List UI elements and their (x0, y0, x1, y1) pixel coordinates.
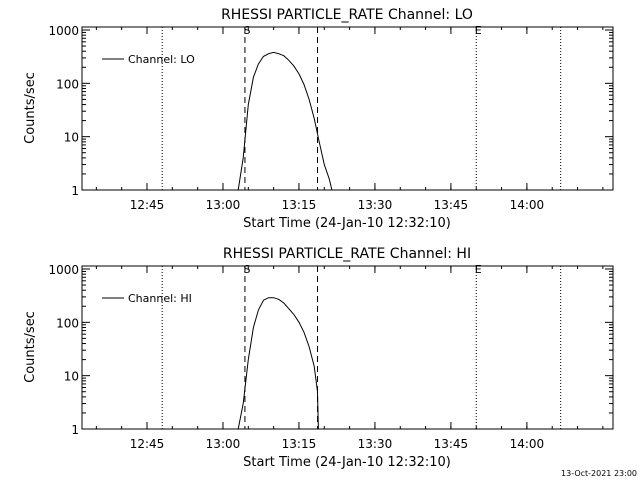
y-tick-label: 100 (56, 316, 79, 330)
marker-label: S (243, 263, 250, 276)
plot-frame (81, 265, 614, 430)
x-tick-label: 14:00 (510, 198, 545, 212)
series-line-hi (237, 297, 319, 430)
legend: Channel: LO (102, 53, 195, 66)
y-axis-label: Counts/sec (23, 311, 38, 383)
y-tick-labels: 1 10 100 1000 (48, 24, 613, 198)
x-axis-label: Start Time (24-Jan-10 12:32:10) (243, 455, 451, 470)
x-axis-label: Start Time (24-Jan-10 12:32:10) (243, 216, 451, 231)
y-tick-label: 1000 (48, 24, 79, 38)
x-tick-label: 13:15 (282, 437, 317, 451)
marker-label: S (243, 24, 250, 37)
y-tick-label: 10 (64, 131, 79, 145)
chart-title: RHESSI PARTICLE_RATE Channel: HI (223, 246, 471, 262)
x-tick-label: 13:45 (434, 437, 469, 451)
x-tick-label: 13:00 (206, 198, 241, 212)
x-tick-label: 14:00 (510, 437, 545, 451)
x-tick-label: 13:45 (434, 198, 469, 212)
chart-title: RHESSI PARTICLE_RATE Channel: LO (221, 7, 473, 23)
x-tick-label: 13:30 (358, 437, 393, 451)
y-tick-label: 1000 (48, 263, 79, 277)
y-axis-label: Counts/sec (23, 72, 38, 144)
x-tick-label: 13:00 (206, 437, 241, 451)
footer-timestamp: 13-Oct-2021 23:00 (561, 469, 637, 478)
y-tick-label: 10 (64, 370, 79, 384)
y-tick-labels: 1 10 100 1000 (48, 263, 613, 437)
marker-label: E (475, 263, 482, 276)
chart-panel-lo: RHESSI PARTICLE_RATE Channel: LO 12:45 13… (23, 7, 614, 231)
x-tick-labels: 12:45 13:00 13:15 13:30 13:45 14:00 (95, 27, 604, 212)
x-tick-label: 12:45 (130, 198, 165, 212)
series-line-lo (237, 51, 333, 191)
x-tick-label: 13:15 (282, 198, 317, 212)
y-tick-label: 1 (71, 184, 79, 198)
legend-label: Channel: HI (128, 292, 192, 305)
y-tick-label: 100 (56, 77, 79, 91)
legend-label: Channel: LO (128, 53, 195, 66)
x-tick-label: 12:45 (130, 437, 165, 451)
y-tick-label: 1 (71, 423, 79, 437)
legend: Channel: HI (102, 292, 192, 305)
x-tick-labels: 12:45 13:00 13:15 13:30 13:45 14:00 (95, 266, 604, 451)
x-tick-label: 13:30 (358, 198, 393, 212)
plot-frame (81, 26, 614, 191)
chart-panel-hi: RHESSI PARTICLE_RATE Channel: HI 12:45 13… (23, 246, 614, 470)
marker-label: E (475, 24, 482, 37)
